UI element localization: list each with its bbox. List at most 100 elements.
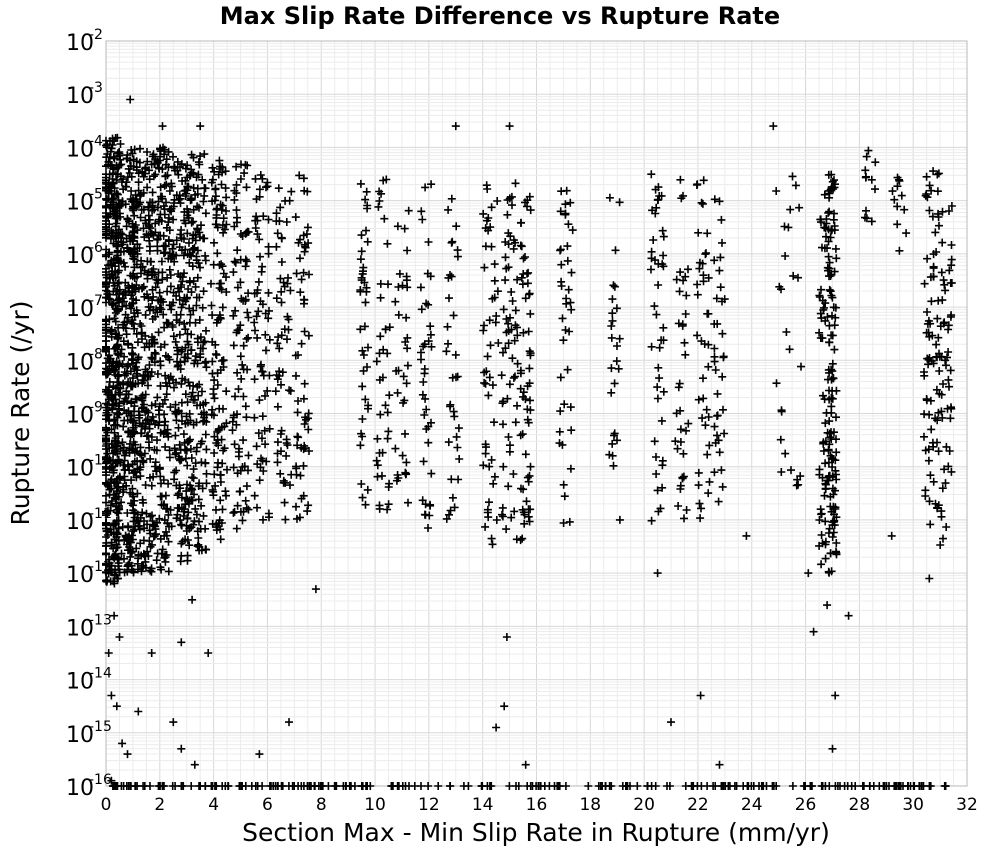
data-point [826, 549, 835, 558]
data-point [102, 283, 110, 291]
data-point [116, 247, 125, 256]
data-point [171, 337, 180, 346]
data-point [120, 297, 128, 306]
data-point [376, 332, 385, 341]
data-point [145, 215, 154, 224]
data-point [694, 468, 703, 477]
data-point [926, 396, 935, 405]
data-point [136, 213, 145, 222]
data-point [361, 500, 370, 509]
data-point [526, 206, 535, 215]
data-point [556, 245, 565, 254]
data-point [682, 426, 690, 435]
data-point [777, 468, 786, 476]
data-point [710, 344, 719, 353]
data-point [487, 534, 496, 543]
data-point [521, 450, 530, 459]
data-point [713, 411, 722, 420]
data-point [556, 373, 565, 382]
data-point [135, 465, 144, 474]
data-point [130, 255, 139, 264]
data-point [375, 375, 384, 384]
data-point [143, 157, 152, 166]
data-point [361, 298, 370, 307]
data-point [822, 219, 831, 228]
data-point [647, 782, 656, 790]
data-point [106, 260, 114, 269]
data-point [276, 469, 285, 478]
x-tick-label: 28 [849, 795, 871, 815]
data-point [180, 319, 189, 328]
data-point [299, 394, 308, 403]
data-point [559, 480, 568, 489]
data-point [171, 407, 180, 416]
data-point [229, 463, 238, 472]
data-point [197, 437, 206, 446]
data-point [181, 297, 190, 306]
data-point [830, 176, 838, 185]
data-point [608, 439, 617, 448]
data-point [300, 441, 309, 450]
data-point [828, 394, 837, 403]
data-point [888, 187, 897, 196]
data-point [138, 495, 147, 504]
data-point [195, 203, 203, 212]
data-point [394, 310, 403, 319]
data-point [374, 202, 383, 211]
data-point [185, 381, 194, 390]
data-point [201, 184, 210, 193]
data-point [296, 254, 304, 263]
data-point [788, 782, 797, 790]
data-point [937, 512, 946, 521]
data-point [483, 508, 492, 517]
data-point [522, 497, 531, 506]
data-point [379, 345, 388, 354]
data-point [403, 333, 412, 342]
y-tick-label: 10-7 [66, 293, 103, 322]
data-point [921, 191, 930, 200]
data-point [934, 501, 943, 510]
data-point [442, 514, 451, 523]
data-point [502, 315, 511, 323]
y-tick-label: 10-16 [66, 772, 112, 801]
data-point [702, 405, 711, 414]
data-point [128, 501, 137, 510]
data-point [933, 187, 942, 196]
data-point [494, 339, 503, 347]
data-point [194, 534, 203, 542]
data-point [361, 195, 370, 204]
data-point [164, 319, 173, 328]
data-point [192, 510, 201, 519]
data-point [172, 466, 181, 475]
data-point [517, 242, 526, 251]
data-point [717, 466, 726, 475]
data-point [119, 379, 128, 388]
data-point [281, 515, 290, 524]
data-point [506, 232, 515, 241]
data-point [261, 330, 270, 339]
data-point [113, 268, 122, 277]
data-point [117, 178, 126, 186]
data-point [265, 306, 273, 315]
data-point [305, 270, 313, 279]
data-point [145, 166, 154, 175]
data-point [212, 205, 221, 214]
x-axis-ticks: 0 2 4 6 8 10 12 14 16 18 20 22 24 26 28 30 32 [101, 795, 978, 815]
data-point [118, 360, 127, 369]
data-point [358, 432, 367, 441]
data-point [781, 252, 790, 260]
data-point [124, 246, 133, 255]
data-point [830, 267, 839, 276]
data-point [216, 279, 225, 288]
data-point [655, 192, 664, 200]
data-point [300, 327, 309, 336]
data-point [564, 285, 573, 294]
data-point [131, 395, 140, 404]
data-point [259, 515, 267, 524]
data-point [156, 534, 165, 543]
data-point [937, 390, 946, 399]
data-point [191, 356, 200, 365]
data-point [165, 453, 174, 462]
data-point [278, 368, 287, 377]
y-tick-base: 10 [66, 670, 94, 695]
